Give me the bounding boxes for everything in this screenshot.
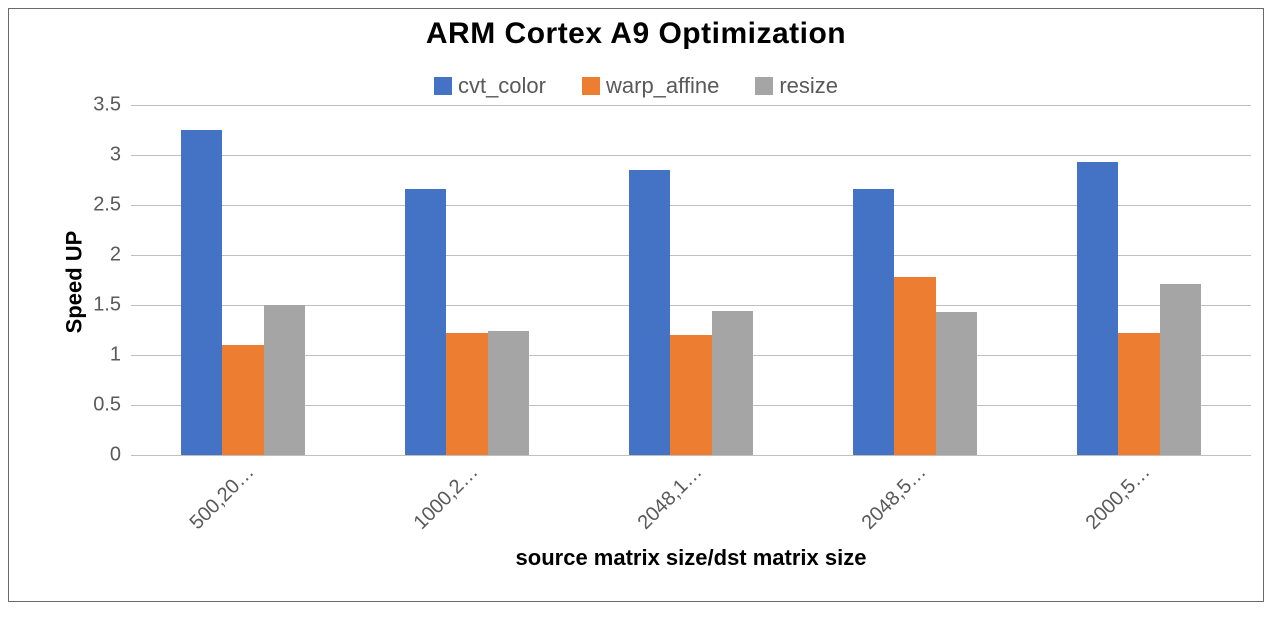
x-tick-label: 2048,5…: [858, 461, 932, 535]
gridline: [131, 155, 1251, 156]
x-tick-label: 1000,2…: [410, 461, 484, 535]
legend-swatch-icon: [755, 77, 773, 95]
bar: [853, 189, 894, 455]
bar: [1160, 284, 1201, 455]
bar: [264, 305, 305, 455]
bar: [488, 331, 529, 455]
legend: cvt_color warp_affine resize: [9, 73, 1263, 101]
y-tick-label: 1: [110, 344, 121, 367]
y-tick-label: 1.5: [93, 294, 121, 317]
y-tick-label: 3.5: [93, 94, 121, 117]
bar: [1118, 333, 1159, 455]
legend-label: cvt_color: [458, 73, 546, 99]
y-tick-label: 0: [110, 444, 121, 467]
x-tick-label: 500,20…: [186, 461, 260, 535]
bar: [936, 312, 977, 455]
legend-label: warp_affine: [606, 73, 719, 99]
bar: [1077, 162, 1118, 455]
y-axis-label: Speed UP: [61, 231, 87, 334]
y-tick-label: 2.5: [93, 194, 121, 217]
legend-swatch-icon: [434, 77, 452, 95]
bar: [894, 277, 935, 455]
gridline: [131, 105, 1251, 106]
gridline: [131, 455, 1251, 456]
chart-title: ARM Cortex A9 Optimization: [9, 17, 1263, 51]
legend-item: cvt_color: [434, 73, 546, 99]
bar: [446, 333, 487, 455]
legend-item: warp_affine: [582, 73, 719, 99]
bar: [405, 189, 446, 455]
chart-frame: ARM Cortex A9 Optimization cvt_color warp…: [8, 8, 1264, 602]
bar: [222, 345, 263, 455]
x-axis-label: source matrix size/dst matrix size: [131, 545, 1251, 571]
x-tick-label: 2000,5…: [1082, 461, 1156, 535]
bar: [629, 170, 670, 455]
legend-item: resize: [755, 73, 838, 99]
legend-label: resize: [779, 73, 838, 99]
y-tick-label: 0.5: [93, 394, 121, 417]
y-tick-label: 2: [110, 244, 121, 267]
plot-area: 00.511.522.533.5500,20…1000,2…2048,1…204…: [131, 105, 1251, 455]
bar: [670, 335, 711, 455]
x-tick-label: 2048,1…: [634, 461, 708, 535]
y-tick-label: 3: [110, 144, 121, 167]
legend-swatch-icon: [582, 77, 600, 95]
bar: [712, 311, 753, 455]
bar: [181, 130, 222, 455]
